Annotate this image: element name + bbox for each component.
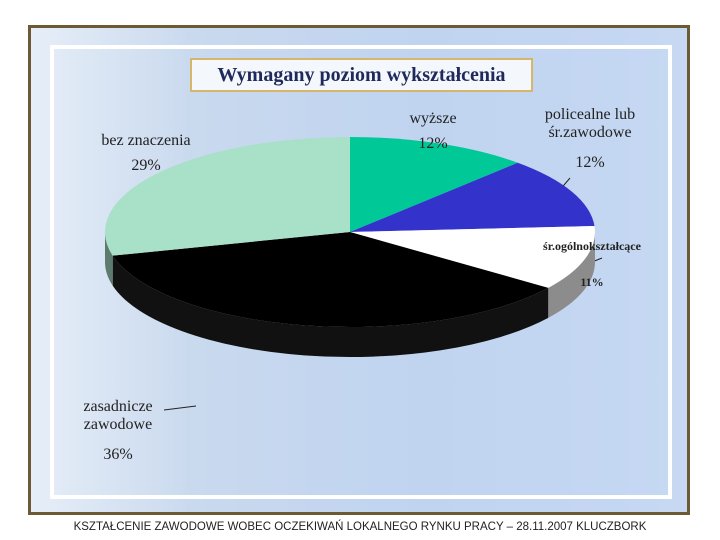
slice-top (350, 226, 595, 288)
value-label: 29% (131, 157, 161, 174)
value-label: 12% (575, 154, 605, 171)
chart-title: Wymagany poziom wykształcenia (190, 58, 533, 92)
value-label: 12% (418, 135, 448, 152)
pie-slice (112, 232, 549, 357)
slice-top (112, 232, 549, 327)
slice-top (105, 137, 350, 256)
slice-side (548, 232, 595, 318)
category-label: wyższe (409, 110, 457, 127)
pie-slice (350, 162, 595, 232)
slice-side (112, 255, 549, 357)
category-label: bez znaczenia (101, 132, 191, 149)
category-label: zasadnicze zawodowe (83, 398, 153, 433)
slice-top (350, 162, 595, 232)
leader-line (163, 405, 197, 411)
footer: KSZTAŁCENIE ZAWODOWE WOBEC OCZEKIWAŃ LOK… (73, 521, 647, 533)
value-label: 11% (580, 275, 604, 289)
value-label: 36% (103, 446, 133, 463)
pie-slice (350, 226, 595, 318)
category-label: policealne lub śr.zawodowe (544, 106, 636, 141)
slice-top (350, 137, 518, 232)
slice-side (105, 232, 113, 286)
category-label: śr.ogólnokształcące (543, 239, 641, 253)
pie-slice (350, 137, 518, 232)
pie-slice (105, 137, 350, 286)
inner-border (50, 45, 672, 499)
